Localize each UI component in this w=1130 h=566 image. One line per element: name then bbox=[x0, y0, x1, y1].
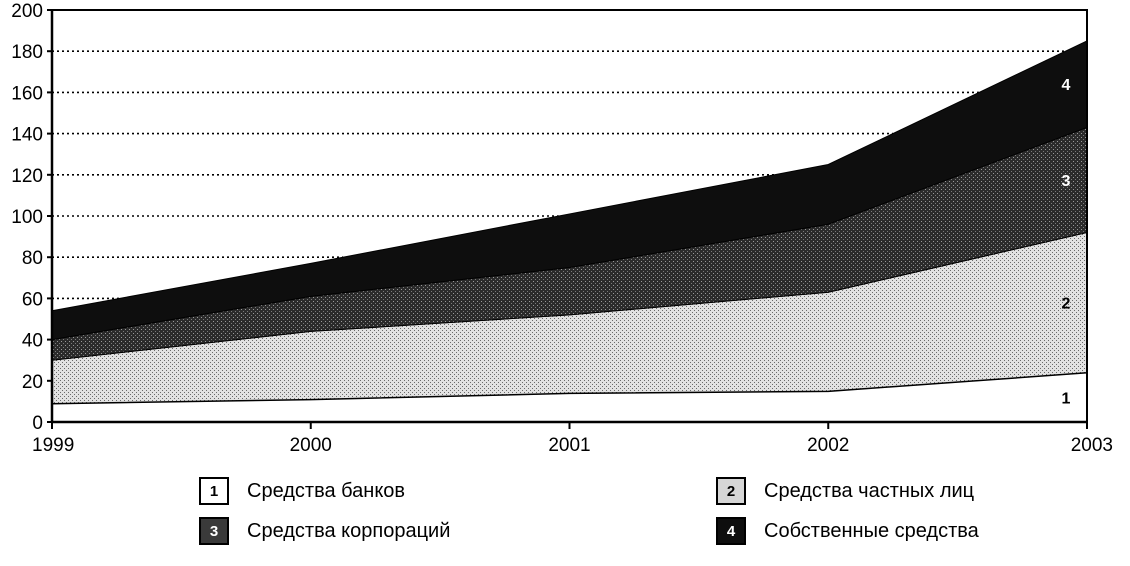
x-tick-label-1999: 1999 bbox=[32, 435, 74, 456]
x-tick-label-2000: 2000 bbox=[290, 435, 332, 456]
legend-item-3: 3 Средства корпораций bbox=[199, 516, 450, 546]
area-labels: 1 2 3 4 bbox=[1062, 77, 1071, 407]
legend-swatch-3: 3 bbox=[199, 517, 229, 545]
area-label-4: 4 bbox=[1062, 77, 1071, 94]
legend-swatch-1: 1 bbox=[199, 477, 229, 505]
y-tick-label-140: 140 bbox=[11, 125, 43, 146]
y-tick-label-200: 200 bbox=[11, 1, 43, 22]
y-tick-label-0: 0 bbox=[32, 413, 43, 434]
legend-item-2: 2 Средства частных лиц bbox=[716, 476, 974, 506]
y-axis-ticks: 0 20 40 60 80 100 120 140 160 180 200 bbox=[11, 1, 52, 434]
legend-label-4: Собственные средства bbox=[764, 519, 979, 542]
y-tick-label-160: 160 bbox=[11, 83, 43, 104]
legend-item-4: 4 Собственные средства bbox=[716, 516, 979, 546]
legend-item-1: 1 Средства банков bbox=[199, 476, 405, 506]
legend-label-3: Средства корпораций bbox=[247, 519, 451, 542]
stacked-area-chart: 0 20 40 60 80 100 120 140 160 180 200 1999 2000 2001… bbox=[11, 1, 1113, 456]
legend-swatch-2: 2 bbox=[716, 477, 746, 505]
y-tick-label-180: 180 bbox=[11, 42, 43, 63]
gridlines bbox=[52, 50, 1066, 300]
y-tick-label-100: 100 bbox=[11, 207, 43, 228]
area-label-2: 2 bbox=[1062, 296, 1071, 313]
y-tick-label-120: 120 bbox=[11, 166, 43, 187]
areas-group bbox=[51, 40, 1088, 423]
area-label-1: 1 bbox=[1062, 390, 1071, 407]
y-tick-label-60: 60 bbox=[22, 289, 43, 310]
y-tick-label-80: 80 bbox=[22, 248, 43, 269]
x-tick-label-2002: 2002 bbox=[807, 435, 849, 456]
y-tick-label-20: 20 bbox=[22, 372, 43, 393]
x-axis-ticks: 1999 2000 2001 2002 2003 bbox=[32, 422, 1113, 456]
area-label-3: 3 bbox=[1062, 173, 1071, 190]
y-tick-label-40: 40 bbox=[22, 331, 43, 352]
x-tick-label-2001: 2001 bbox=[548, 435, 590, 456]
legend-label-2: Средства частных лиц bbox=[764, 479, 975, 502]
legend-swatch-4: 4 bbox=[716, 517, 746, 545]
x-tick-label-2003: 2003 bbox=[1071, 435, 1113, 456]
legend-label-1: Средства банков bbox=[247, 479, 406, 502]
